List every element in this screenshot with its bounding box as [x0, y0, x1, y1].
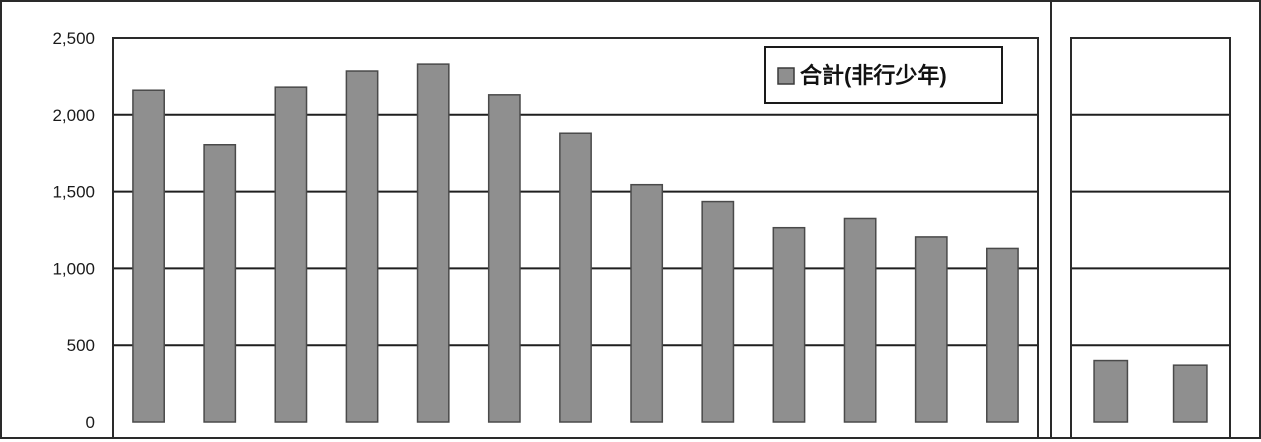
bar	[914, 236, 948, 423]
legend-box	[764, 46, 1003, 104]
main-bars	[132, 63, 1019, 423]
main-plot-frame	[112, 37, 1039, 442]
bar	[1172, 364, 1208, 423]
bar	[559, 132, 592, 423]
bar	[345, 70, 379, 423]
bar	[630, 183, 664, 423]
bar	[701, 200, 735, 423]
y-axis-tick-labels: 0 500 1,000 1,500 2,000 2,500	[52, 29, 95, 432]
square-swatch-icon	[777, 67, 795, 85]
bar	[843, 217, 877, 423]
y-tick-label: 1,000	[52, 259, 95, 278]
bar	[1093, 359, 1129, 423]
bar	[772, 226, 806, 423]
bar	[416, 63, 450, 423]
legend: 合計(非行少年)	[764, 46, 1003, 104]
y-tick-label: 2,500	[52, 29, 95, 48]
bar	[132, 89, 165, 423]
side-gridlines	[1071, 113, 1230, 347]
bar	[274, 86, 308, 423]
legend-label: 合計(非行少年)	[800, 63, 947, 88]
y-tick-label: 500	[67, 336, 95, 355]
bar	[203, 144, 237, 423]
y-tick-label: 0	[86, 413, 95, 432]
side-bars	[1093, 359, 1208, 423]
y-tick-label: 2,000	[52, 106, 95, 125]
bar	[487, 94, 521, 423]
bar	[986, 247, 1019, 423]
side-plot-frame	[1070, 37, 1231, 442]
y-tick-label: 1,500	[52, 183, 95, 202]
